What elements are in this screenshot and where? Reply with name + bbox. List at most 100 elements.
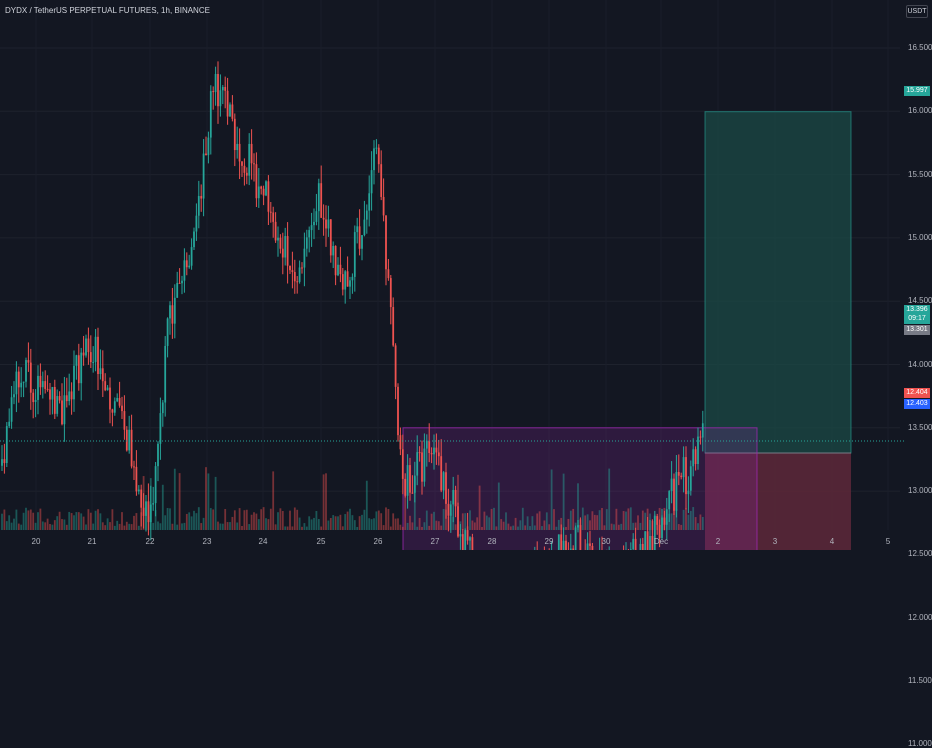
volume-bar [131,524,133,530]
candle-body [445,472,447,504]
volume-bar [344,514,346,530]
time-tick-label: 27 [431,537,440,546]
candle-body [241,161,243,165]
volume-bar [95,511,97,530]
volume-bar [611,524,613,530]
volume-bar [320,527,322,530]
volume-bar [112,509,114,530]
candle-body [433,448,435,455]
candle-body [160,413,162,444]
volume-bar [524,525,526,530]
volume-bar [678,524,680,530]
candle-body [18,372,20,388]
volume-bar [440,526,442,530]
volume-bar [188,512,190,530]
volume-bar [241,526,243,530]
candle-body [215,74,217,92]
volume-bar [277,512,279,530]
candle-body [277,238,279,241]
candle-body [40,376,42,387]
volume-bar [280,508,282,530]
candle-body [455,490,457,506]
candle-body [30,363,32,393]
candle-body [702,423,704,437]
volume-bar [11,523,13,530]
volume-bar [359,516,361,530]
volume-bar [287,527,289,530]
volume-bar [354,520,356,530]
volume-bar [296,510,298,530]
candle-body [188,266,190,268]
candle-body [150,505,152,523]
volume-bar [301,527,303,530]
volume-bar [1,514,3,530]
volume-bar [85,524,87,530]
candle-body [464,530,466,550]
price-tick-label: 16.000 [908,106,932,115]
currency-button[interactable]: USDT [906,5,928,18]
candle-body [428,441,430,453]
candle-body [155,466,157,503]
volume-bar [54,520,56,530]
volume-bar [517,527,519,530]
candle-body [263,189,265,196]
candle-body [364,220,366,235]
candle-body [294,272,296,281]
countdown-tag: 09:17 [904,314,930,324]
volume-bar [200,523,202,530]
volume-bar [582,508,584,530]
candle-body [671,479,673,491]
candle-body [644,531,646,550]
candle-body [397,387,399,435]
volume-bar [47,519,49,530]
chart-window[interactable]: DYDX / TetherUS PERPETUAL FUTURES, 1h, B… [0,0,932,550]
volume-bar [66,525,68,530]
symbol-title[interactable]: DYDX / TetherUS PERPETUAL FUTURES, 1h, B… [5,6,210,15]
candle-body [83,353,85,356]
candle-body [16,372,18,395]
volume-bar [164,515,166,530]
volume-bar [625,512,627,530]
volume-bar [52,525,54,530]
volume-bar [548,524,550,530]
candle-body [349,280,351,286]
volume-bar [236,523,238,530]
volume-bar [620,524,622,530]
candle-body [301,267,303,268]
candle-body [376,148,378,149]
volume-bar [107,518,109,530]
candle-body [328,219,330,228]
chart-canvas[interactable] [0,0,932,550]
candle-body [222,87,224,90]
candle-body [311,225,313,230]
candle-body [92,362,94,363]
price-tick-label: 15.000 [908,233,932,242]
volume-bar [256,514,258,530]
candle-body [316,211,318,222]
candle-body [690,466,692,490]
candle-body [282,249,284,258]
candle-body [64,395,66,424]
candle-body [409,465,411,493]
volume-bar [541,526,543,530]
candle-body [642,544,644,550]
volume-bar [491,509,493,530]
candle-body [340,265,342,274]
volume-bar [431,514,433,530]
candle-body [265,181,267,195]
entry-price-tag: 13.301 [904,325,930,335]
volume-bar [472,521,474,530]
volume-bar [152,523,154,530]
candle-body [284,236,286,257]
candle-body [695,449,697,464]
volume-bar [68,512,70,530]
candle-body [104,381,106,390]
volume-bar [119,524,121,530]
candle-body [371,170,373,193]
volume-bar [702,517,704,530]
volume-bar [246,510,248,530]
candle-body [460,534,462,536]
time-tick-label: 5 [886,537,890,546]
candle-body [116,398,118,401]
candle-body [85,339,87,356]
